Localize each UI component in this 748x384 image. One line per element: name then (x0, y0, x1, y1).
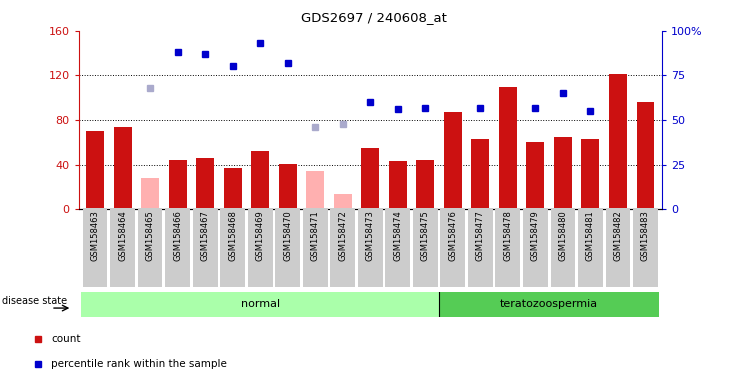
Text: count: count (52, 334, 81, 344)
FancyBboxPatch shape (248, 208, 272, 287)
FancyBboxPatch shape (331, 208, 355, 287)
Text: percentile rank within the sample: percentile rank within the sample (52, 359, 227, 369)
Bar (306, 171, 324, 209)
Text: GSM158477: GSM158477 (476, 210, 485, 261)
Text: GSM158469: GSM158469 (256, 210, 265, 260)
Bar (637, 102, 654, 209)
Text: GSM158483: GSM158483 (641, 210, 650, 261)
FancyBboxPatch shape (220, 208, 245, 287)
Text: GSM158473: GSM158473 (366, 210, 375, 261)
FancyBboxPatch shape (606, 208, 631, 287)
Text: GSM158480: GSM158480 (559, 210, 568, 260)
FancyBboxPatch shape (551, 208, 575, 287)
Text: GSM158467: GSM158467 (200, 210, 209, 261)
Text: disease state: disease state (1, 296, 67, 306)
FancyBboxPatch shape (495, 208, 521, 287)
FancyBboxPatch shape (578, 208, 603, 287)
Bar (141, 178, 159, 209)
FancyBboxPatch shape (523, 208, 548, 287)
Text: GSM158481: GSM158481 (586, 210, 595, 260)
Text: GSM158478: GSM158478 (503, 210, 512, 261)
Text: GSM158482: GSM158482 (613, 210, 622, 260)
Bar (361, 148, 379, 209)
Bar (471, 139, 489, 209)
FancyBboxPatch shape (83, 208, 108, 287)
Bar (581, 139, 599, 209)
Bar (168, 160, 186, 209)
Text: GSM158470: GSM158470 (283, 210, 292, 260)
Text: GSM158463: GSM158463 (91, 210, 99, 261)
Bar (251, 151, 269, 209)
Text: GSM158471: GSM158471 (310, 210, 319, 260)
Bar (554, 137, 572, 209)
FancyBboxPatch shape (413, 208, 438, 287)
FancyBboxPatch shape (358, 208, 383, 287)
Bar (279, 164, 297, 209)
Text: GSM158479: GSM158479 (531, 210, 540, 260)
Bar (417, 160, 435, 209)
FancyBboxPatch shape (385, 208, 410, 287)
Text: GDS2697 / 240608_at: GDS2697 / 240608_at (301, 12, 447, 25)
Bar (82, 292, 439, 317)
Bar (114, 127, 132, 209)
Bar (609, 74, 627, 209)
FancyBboxPatch shape (275, 208, 300, 287)
FancyBboxPatch shape (193, 208, 218, 287)
Bar (439, 292, 659, 317)
Bar (527, 142, 545, 209)
Bar (334, 194, 352, 209)
FancyBboxPatch shape (468, 208, 493, 287)
Text: GSM158475: GSM158475 (421, 210, 430, 260)
FancyBboxPatch shape (110, 208, 135, 287)
FancyBboxPatch shape (138, 208, 162, 287)
Text: GSM158472: GSM158472 (338, 210, 347, 260)
Text: GSM158464: GSM158464 (118, 210, 127, 260)
Text: GSM158468: GSM158468 (228, 210, 237, 261)
FancyBboxPatch shape (441, 208, 465, 287)
Bar (86, 131, 104, 209)
FancyBboxPatch shape (303, 208, 328, 287)
Text: teratozoospermia: teratozoospermia (500, 299, 598, 310)
Text: GSM158465: GSM158465 (146, 210, 155, 260)
Bar (444, 112, 462, 209)
Text: normal: normal (241, 299, 280, 310)
Text: GSM158466: GSM158466 (173, 210, 182, 261)
Bar (389, 161, 407, 209)
FancyBboxPatch shape (165, 208, 190, 287)
Text: GSM158476: GSM158476 (448, 210, 457, 261)
FancyBboxPatch shape (633, 208, 657, 287)
Text: GSM158474: GSM158474 (393, 210, 402, 260)
Bar (224, 168, 242, 209)
Bar (196, 158, 214, 209)
Bar (499, 86, 517, 209)
